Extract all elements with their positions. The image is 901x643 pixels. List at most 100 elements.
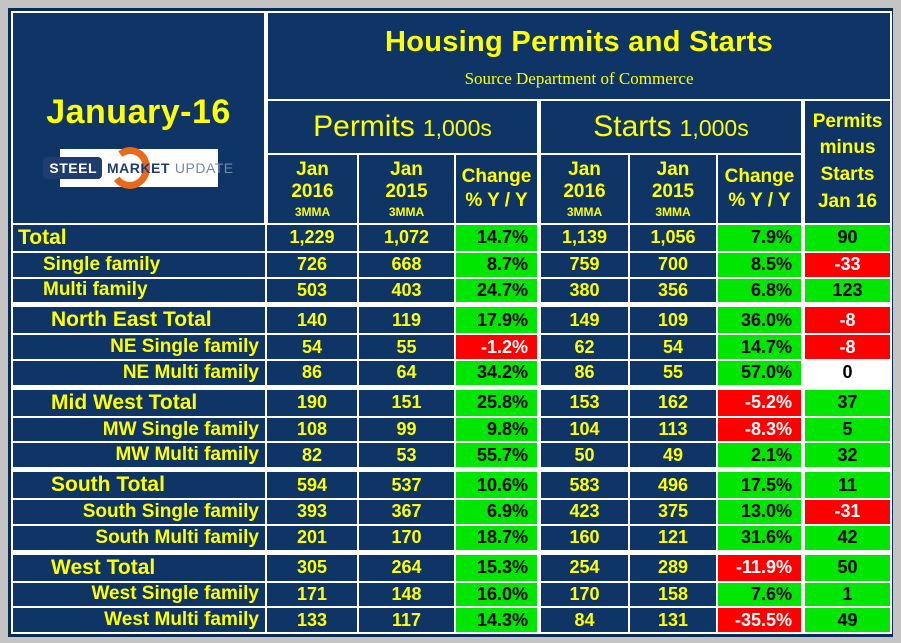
permits-jan-2016-value: 201 (265, 523, 359, 554)
starts-jan-2016-value: 104 (537, 415, 630, 444)
starts-jan-2015-value: 121 (628, 523, 718, 554)
starts-change-value: -5.2% (716, 384, 804, 418)
permits-jan-2016-value: 82 (265, 441, 359, 471)
starts-change-value: 2.1% (716, 441, 804, 471)
permits-jan-2015-value: 99 (357, 415, 456, 444)
col-header-starts-jan-2015: Jan 2015 3MMA (628, 153, 718, 225)
starts-jan-2016-value: 62 (537, 333, 630, 361)
housing-permits-starts-table: January-16 STEEL MARKET UPDATE Housing P… (8, 8, 893, 637)
table-row: MW Multi family 82 53 55.7% 50 49 2.1% 32 (11, 441, 893, 471)
permits-jan-2015-value: 668 (357, 250, 456, 279)
starts-change-value: 7.9% (716, 223, 804, 253)
table-row: Mid West Total 190 151 25.8% 153 162 -5.2% 37 (11, 384, 893, 418)
row-label: West Total (11, 549, 267, 583)
starts-jan-2015-value: 289 (628, 549, 718, 583)
starts-jan-2015-value: 109 (628, 302, 718, 336)
table-row: NE Single family 54 55 -1.2% 62 54 14.7% -8 (11, 333, 893, 361)
starts-jan-2015-value: 496 (628, 467, 718, 501)
permits-jan-2015-value: 537 (357, 467, 456, 501)
starts-change-value: 57.0% (716, 358, 804, 389)
starts-jan-2016-value: 149 (537, 302, 630, 336)
row-label: NE Multi family (11, 358, 267, 389)
permits-minus-starts-value: 123 (800, 276, 893, 306)
starts-change-value: 36.0% (716, 302, 804, 336)
diff-header-line: Jan 16 (817, 190, 878, 212)
col-header-permits-jan-2016: Jan 2016 3MMA (265, 153, 359, 225)
page-title: Housing Permits and Starts (384, 25, 774, 58)
permits-jan-2016-value: 54 (265, 333, 359, 361)
permits-jan-2016-value: 594 (265, 467, 359, 501)
report-month-cell: January-16 STEEL MARKET UPDATE (11, 11, 268, 225)
permits-minus-starts-value: 50 (800, 549, 893, 583)
row-label: Total (11, 223, 267, 253)
permits-group-label: Permits (313, 110, 415, 143)
permits-change-value: 25.8% (454, 384, 540, 418)
permits-jan-2016-value: 726 (265, 250, 359, 279)
permits-jan-2016-value: 140 (265, 302, 359, 336)
col-header-starts-jan-2016: Jan 2016 3MMA (537, 153, 630, 225)
starts-jan-2016-value: 50 (537, 441, 630, 471)
row-label: MW Single family (11, 415, 267, 444)
row-label: West Single family (11, 580, 267, 609)
starts-jan-2015-value: 356 (628, 276, 718, 306)
report-month: January-16 (46, 93, 231, 131)
starts-change-value: 8.5% (716, 250, 804, 279)
permits-change-value: 15.3% (454, 549, 540, 583)
table-row: South Multi family 201 170 18.7% 160 121 31.6%… (11, 523, 893, 554)
starts-change-value: 14.7% (716, 333, 804, 361)
permits-jan-2016-value: 133 (265, 606, 359, 634)
permits-jan-2016-value: 393 (265, 498, 359, 526)
permits-minus-starts-value: -8 (800, 333, 893, 361)
permits-change-value: 14.7% (454, 223, 540, 253)
table-row: South Total 594 537 10.6% 583 496 17.5% 11 (11, 467, 893, 501)
source-note: Source Department of Commerce (464, 68, 694, 88)
permits-minus-starts-value: 32 (800, 441, 893, 471)
permits-change-value: 55.7% (454, 441, 540, 471)
permits-change-value: 14.3% (454, 606, 540, 634)
starts-jan-2016-value: 583 (537, 467, 630, 501)
starts-jan-2015-value: 700 (628, 250, 718, 279)
permits-minus-starts-value: 0 (800, 358, 893, 389)
permits-minus-starts-value: -8 (800, 302, 893, 336)
starts-group-unit: 1,000s (679, 115, 749, 141)
logo-update-text: UPDATE (174, 160, 234, 176)
permits-jan-2016-value: 190 (265, 384, 359, 418)
permits-minus-starts-value: 49 (800, 606, 893, 634)
row-label: NE Single family (11, 333, 267, 361)
permits-change-value: 18.7% (454, 523, 540, 554)
starts-change-value: -11.9% (716, 549, 804, 583)
table-row: NE Multi family 86 64 34.2% 86 55 57.0% 0 (11, 358, 893, 389)
permits-change-value: 34.2% (454, 358, 540, 389)
row-label: Multi family (11, 276, 267, 306)
starts-jan-2016-value: 160 (537, 523, 630, 554)
starts-change-value: 7.6% (716, 580, 804, 609)
starts-jan-2015-value: 54 (628, 333, 718, 361)
col-header-permits-change: Change % Y / Y (454, 153, 540, 225)
starts-jan-2015-value: 131 (628, 606, 718, 634)
starts-change-value: 31.6% (716, 523, 804, 554)
permits-jan-2015-value: 64 (357, 358, 456, 389)
permits-jan-2015-value: 264 (357, 549, 456, 583)
row-label: South Total (11, 467, 267, 501)
starts-jan-2016-value: 170 (537, 580, 630, 609)
row-label: MW Multi family (11, 441, 267, 471)
starts-jan-2015-value: 375 (628, 498, 718, 526)
row-label: Single family (11, 250, 267, 279)
permits-jan-2015-value: 1,072 (357, 223, 456, 253)
permits-jan-2015-value: 367 (357, 498, 456, 526)
starts-jan-2015-value: 1,056 (628, 223, 718, 253)
permits-jan-2015-value: 119 (357, 302, 456, 336)
permits-jan-2016-value: 171 (265, 580, 359, 609)
col-header-permits-jan-2015: Jan 2015 3MMA (357, 153, 456, 225)
permits-change-value: 24.7% (454, 276, 540, 306)
table-row: West Multi family 133 117 14.3% 84 131 -35.5% 4… (11, 606, 893, 634)
col-group-starts: Starts 1,000s (537, 99, 804, 155)
permits-jan-2016-value: 1,229 (265, 223, 359, 253)
table-body: Total 1,229 1,072 14.7% 1,139 1,056 7.9% 90 Sing… (11, 223, 893, 634)
table-row: West Total 305 264 15.3% 254 289 -11.9% 50 (11, 549, 893, 583)
permits-minus-starts-value: 90 (800, 223, 893, 253)
starts-jan-2015-value: 49 (628, 441, 718, 471)
table-row: West Single family 171 148 16.0% 170 158 7.6% 1 (11, 580, 893, 609)
starts-jan-2016-value: 153 (537, 384, 630, 418)
permits-group-unit: 1,000s (422, 115, 492, 141)
